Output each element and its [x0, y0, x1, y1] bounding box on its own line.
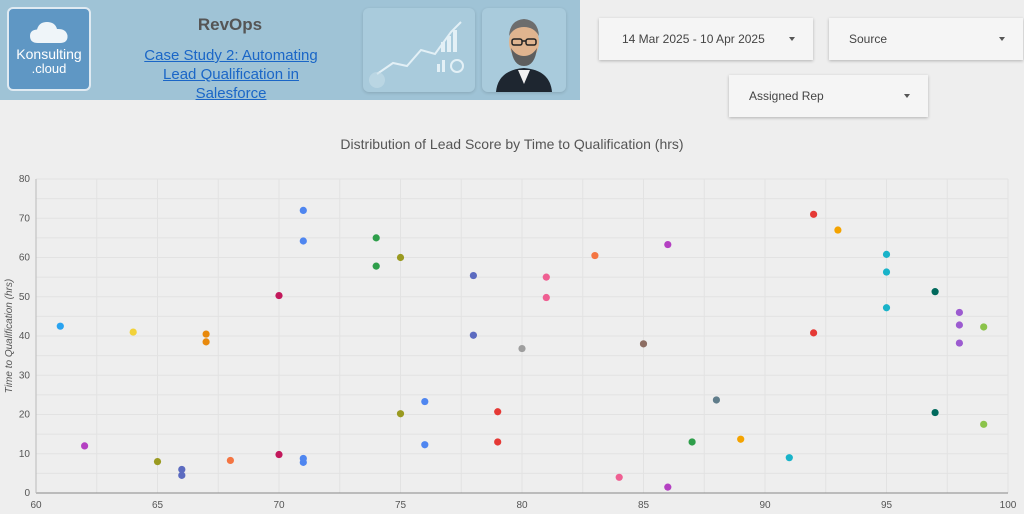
data-point[interactable] — [372, 262, 380, 270]
data-point[interactable] — [542, 293, 550, 302]
data-point[interactable] — [931, 408, 939, 417]
data-point[interactable] — [81, 442, 89, 450]
data-point[interactable] — [785, 454, 793, 462]
data-point[interactable] — [664, 483, 672, 491]
x-tick-label: 70 — [273, 500, 285, 511]
data-point[interactable] — [955, 339, 964, 347]
data-point[interactable] — [299, 206, 307, 214]
data-point[interactable] — [664, 240, 672, 249]
data-point[interactable] — [737, 435, 745, 443]
data-point[interactable] — [591, 251, 599, 260]
data-point[interactable] — [129, 328, 137, 336]
avatar — [482, 8, 566, 92]
y-tick-label: 40 — [19, 331, 31, 342]
data-point[interactable] — [542, 273, 550, 281]
date-range-value: 14 Mar 2025 - 10 Apr 2025 — [622, 32, 765, 46]
x-tick-label: 90 — [759, 500, 771, 511]
data-point[interactable] — [955, 321, 964, 329]
y-tick-label: 50 — [19, 292, 31, 303]
case-study-link[interactable]: Case Study 2: Automating Lead Qualificat… — [144, 47, 318, 102]
data-point[interactable] — [518, 344, 526, 353]
x-tick-label: 85 — [638, 500, 650, 511]
y-tick-label: 0 — [24, 488, 30, 499]
header-banner: Konsulting .cloud RevOps Case Study 2: A… — [0, 0, 580, 102]
x-tick-label: 65 — [152, 500, 164, 511]
data-point[interactable] — [275, 450, 283, 459]
data-point[interactable] — [639, 340, 648, 348]
data-point[interactable] — [882, 250, 891, 258]
logo-text-line1: Konsulting — [16, 46, 82, 62]
logo-text-line2: .cloud — [31, 61, 67, 76]
data-point[interactable] — [615, 473, 623, 481]
data-point[interactable] — [202, 338, 210, 346]
date-range-dropdown[interactable]: 14 Mar 2025 - 10 Apr 2025 — [599, 18, 813, 60]
chart-title: Distribution of Lead Score by Time to Qu… — [340, 136, 684, 152]
y-tick-label: 80 — [19, 174, 31, 185]
data-point[interactable] — [178, 471, 186, 479]
data-point[interactable] — [980, 420, 988, 428]
data-point[interactable] — [834, 226, 842, 234]
data-point[interactable] — [494, 408, 502, 416]
data-point[interactable] — [372, 234, 380, 242]
y-tick-label: 10 — [19, 449, 31, 460]
data-point[interactable] — [153, 458, 162, 466]
data-point[interactable] — [275, 291, 283, 300]
data-point[interactable] — [299, 458, 307, 466]
y-tick-label: 60 — [19, 253, 31, 264]
company-logo[interactable]: Konsulting .cloud — [7, 7, 91, 91]
chevron-down-icon — [904, 94, 910, 98]
data-point[interactable] — [712, 396, 721, 404]
assigned-rep-label: Assigned Rep — [749, 89, 824, 103]
chart-axes: 60 65 70 75 80 85 90 95 100 0 10 20 30 40 50 60 70 80 — [19, 174, 1017, 511]
growth-chart-illustration — [363, 8, 475, 92]
x-tick-label: 95 — [881, 500, 893, 511]
data-point[interactable] — [396, 410, 405, 418]
x-tick-label: 75 — [395, 500, 407, 511]
data-point[interactable] — [299, 237, 307, 245]
data-point[interactable] — [931, 288, 939, 296]
y-tick-label: 20 — [19, 410, 31, 421]
data-point[interactable] — [178, 465, 186, 474]
data-point[interactable] — [226, 456, 234, 465]
data-point[interactable] — [980, 323, 988, 331]
brand-title: RevOps — [197, 15, 263, 34]
assigned-rep-dropdown[interactable]: Assigned Rep — [729, 75, 928, 117]
x-tick-label: 60 — [30, 500, 42, 511]
data-point[interactable] — [882, 304, 891, 312]
x-tick-label: 100 — [1000, 500, 1017, 511]
y-tick-label: 30 — [19, 370, 31, 381]
chevron-down-icon — [999, 37, 1005, 41]
data-point[interactable] — [421, 397, 429, 406]
data-point[interactable] — [494, 438, 502, 446]
cloud-icon — [30, 22, 68, 43]
data-point[interactable] — [688, 438, 696, 446]
data-point[interactable] — [882, 268, 891, 276]
data-point[interactable] — [469, 331, 477, 339]
data-point[interactable] — [396, 253, 405, 262]
source-dropdown[interactable]: Source — [829, 18, 1023, 60]
data-point[interactable] — [810, 210, 818, 218]
data-point[interactable] — [421, 441, 429, 449]
data-point[interactable] — [955, 308, 964, 317]
chevron-down-icon — [789, 37, 795, 41]
y-axis-label: Time to Qualification (hrs) — [4, 279, 15, 393]
y-tick-label: 70 — [19, 213, 31, 224]
data-point[interactable] — [810, 329, 818, 337]
data-point[interactable] — [469, 271, 477, 280]
data-point[interactable] — [56, 322, 64, 330]
source-label: Source — [849, 32, 888, 46]
chart-grid — [35, 178, 1009, 494]
data-point[interactable] — [202, 330, 210, 338]
chart-points — [56, 206, 988, 491]
x-tick-label: 80 — [516, 500, 528, 511]
